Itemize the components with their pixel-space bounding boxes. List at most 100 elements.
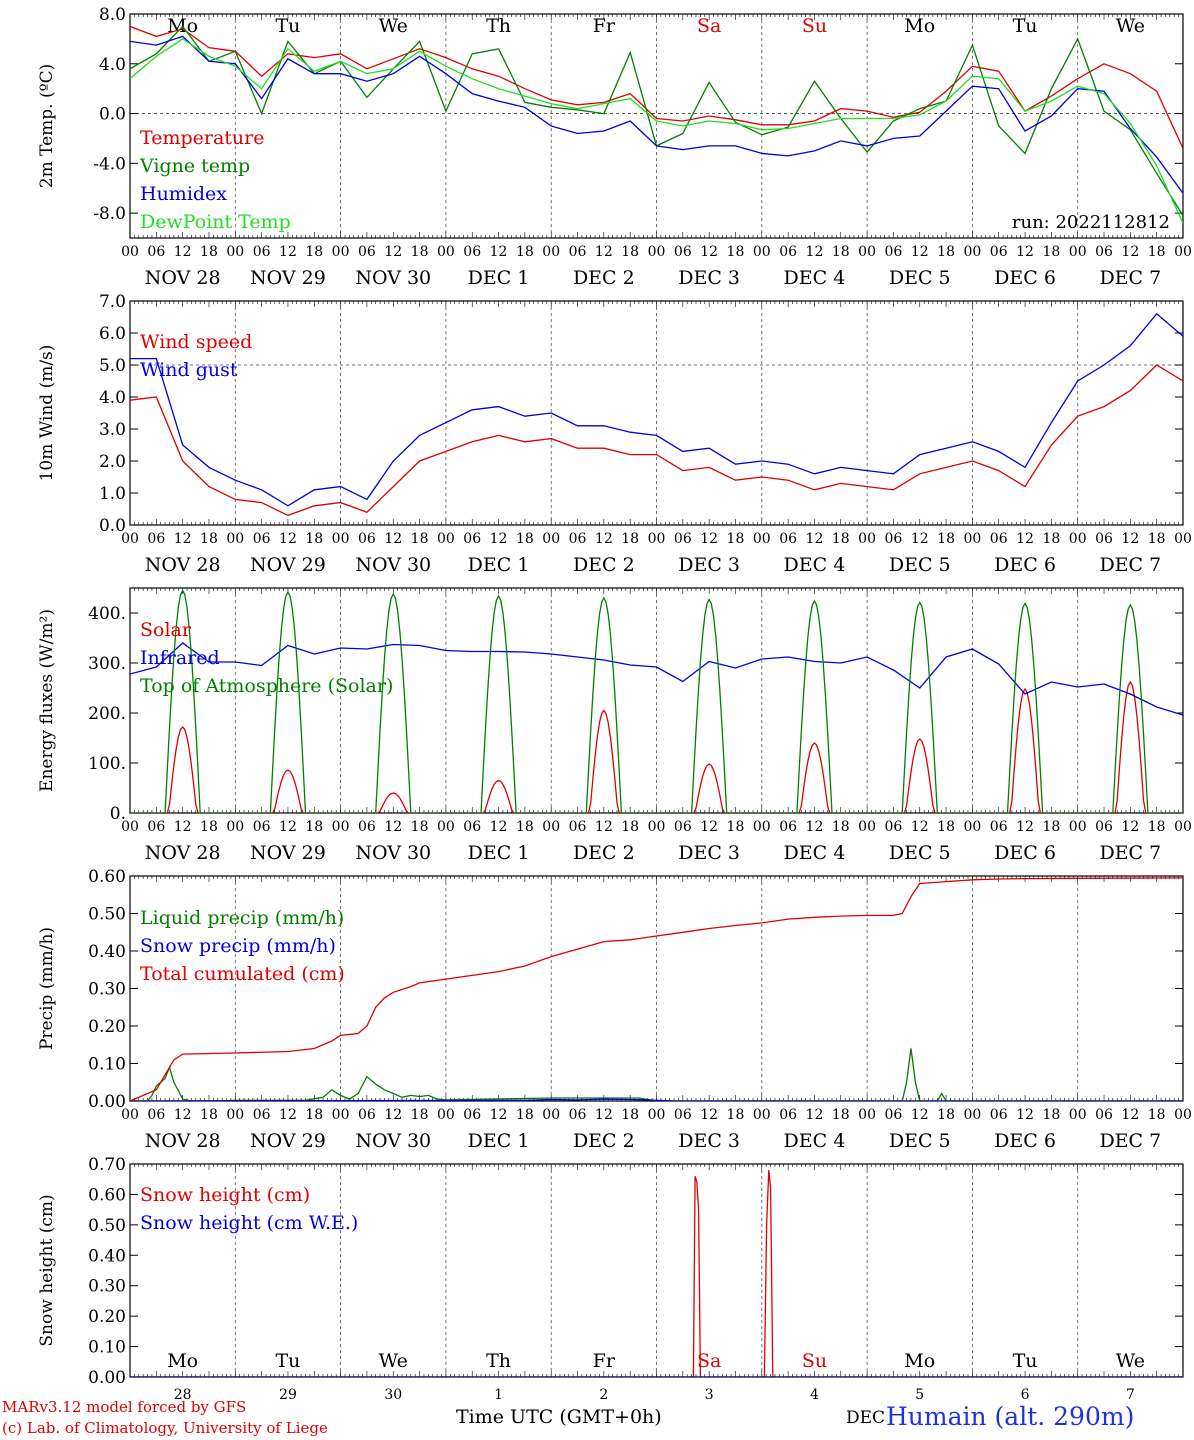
y-tick-label: 8.0 (99, 5, 126, 25)
hour-tick-label: 12 (700, 531, 718, 547)
hour-tick-label: 12 (490, 244, 508, 260)
hour-tick-label: 00 (753, 1107, 771, 1123)
y-tick-label: 0.20 (88, 1307, 126, 1327)
day-number-label: 29 (279, 1387, 297, 1403)
weekday-label: Su (802, 1350, 827, 1372)
hour-tick-label: 00 (1069, 531, 1087, 547)
hour-tick-label: 00 (753, 531, 771, 547)
hour-tick-label: 18 (1042, 244, 1060, 260)
hour-tick-label: 00 (963, 531, 981, 547)
y-tick-label: 4.0 (99, 55, 126, 75)
y-tick-label: 2.0 (99, 452, 126, 472)
hour-tick-label: 18 (516, 531, 534, 547)
hour-tick-label: 06 (569, 531, 587, 547)
date-label: NOV 30 (355, 1130, 431, 1152)
y-tick-label: -8.0 (93, 204, 126, 224)
series-group (130, 25, 1183, 224)
hour-tick-label: 00 (858, 819, 876, 835)
hour-tick-label: 00 (542, 244, 560, 260)
hour-tick-label: 18 (305, 819, 323, 835)
hour-tick-label: 12 (1016, 531, 1034, 547)
hour-tick-label: 06 (674, 819, 692, 835)
hour-tick-label: 06 (147, 244, 165, 260)
date-label: DEC 2 (573, 554, 635, 576)
hour-tick-label: 18 (832, 1107, 850, 1123)
y-tick-label: 0.10 (88, 1055, 126, 1075)
hour-tick-label: 06 (253, 531, 271, 547)
y-tick-label: 6.0 (99, 324, 126, 344)
series-line (130, 312, 1183, 507)
hour-tick-label: 18 (411, 1107, 429, 1123)
weekday-label: Tu (275, 15, 300, 37)
plot-frame (129, 300, 1184, 526)
hour-tick-label: 12 (1121, 1107, 1139, 1123)
date-label: NOV 28 (145, 267, 221, 289)
hour-tick-label: 12 (174, 244, 192, 260)
date-label: DEC 2 (573, 842, 635, 864)
hour-tick-label: 12 (279, 531, 297, 547)
hour-tick-label: 06 (885, 244, 903, 260)
hour-tick-label: 00 (963, 244, 981, 260)
y-tick-label: 300. (88, 654, 126, 674)
hour-tick-label: 00 (226, 819, 244, 835)
date-label: DEC 1 (468, 842, 530, 864)
credit-model: MARv3.12 model forced by GFS (2, 1398, 247, 1416)
y-tick-label: 0.30 (88, 980, 126, 1000)
hour-tick-label: 06 (569, 244, 587, 260)
hour-tick-label: 06 (674, 244, 692, 260)
date-label: NOV 29 (250, 267, 326, 289)
hour-tick-label: 06 (1095, 244, 1113, 260)
legend-entry: Snow precip (mm/h) (140, 935, 336, 957)
hour-tick-label: 18 (411, 244, 429, 260)
legend-entry: Solar (140, 619, 192, 641)
hour-tick-label: 00 (437, 244, 455, 260)
hour-tick-label: 00 (1174, 819, 1192, 835)
date-label: DEC 6 (994, 842, 1056, 864)
hour-tick-label: 00 (332, 531, 350, 547)
hour-tick-label: 06 (779, 531, 797, 547)
hour-tick-label: 18 (200, 244, 218, 260)
date-label: DEC 4 (784, 1130, 846, 1152)
panel-4: 0.00 0.10 0.20 0.30 0.40 0.50 0.60 Precip (mm/h… (37, 867, 1192, 1152)
hour-tick-label: 12 (700, 819, 718, 835)
legend-entry: Snow height (cm) (140, 1184, 310, 1206)
date-label: DEC 3 (678, 267, 740, 289)
weekday-label: Mo (167, 1350, 198, 1372)
y-tick-label: 0.0 (99, 516, 126, 536)
hour-tick-label: 00 (226, 1107, 244, 1123)
day-number-label: 1 (494, 1387, 503, 1403)
day-number-label: 30 (384, 1387, 402, 1403)
date-label: DEC 4 (784, 842, 846, 864)
date-label: DEC 5 (889, 267, 951, 289)
series-group (130, 1170, 1183, 1377)
hour-tick-label: 18 (305, 531, 323, 547)
y-axis-label: Energy fluxes (W/m²) (37, 609, 57, 792)
date-label: DEC 1 (468, 1130, 530, 1152)
weekday-label: Mo (904, 1350, 935, 1372)
weekday-label: Su (802, 15, 827, 37)
hour-tick-label: 06 (674, 1107, 692, 1123)
hour-tick-label: 00 (332, 244, 350, 260)
legend-entry: Infrared (140, 647, 220, 669)
hour-tick-label: 12 (911, 819, 929, 835)
series-line (130, 1048, 1183, 1101)
credit-lab: (c) Lab. of Climatology, University of L… (2, 1419, 328, 1437)
weekday-label: We (379, 15, 408, 37)
hour-tick-label: 00 (648, 531, 666, 547)
hour-tick-label: 12 (490, 1107, 508, 1123)
hour-tick-label: 12 (174, 819, 192, 835)
series-group (130, 877, 1183, 1101)
hour-tick-label: 06 (463, 244, 481, 260)
legend-entry: Total cumulated (cm) (140, 963, 345, 985)
day-number-label: 7 (1126, 1387, 1135, 1403)
hour-tick-label: 00 (542, 531, 560, 547)
hour-tick-label: 12 (806, 819, 824, 835)
y-tick-label: 0.40 (88, 942, 126, 962)
hour-tick-label: 06 (779, 819, 797, 835)
panel-1: -8.0 -4.0 0.0 4.0 8.0 2m Temp. (ºC) 00 06 12 18 00… (37, 5, 1192, 289)
weekday-label: Fr (593, 15, 616, 37)
date-label: DEC 3 (678, 1130, 740, 1152)
station-name: Humain (alt. 290m) (886, 1402, 1135, 1431)
y-tick-label: 0. (110, 804, 126, 824)
hour-tick-label: 18 (621, 819, 639, 835)
